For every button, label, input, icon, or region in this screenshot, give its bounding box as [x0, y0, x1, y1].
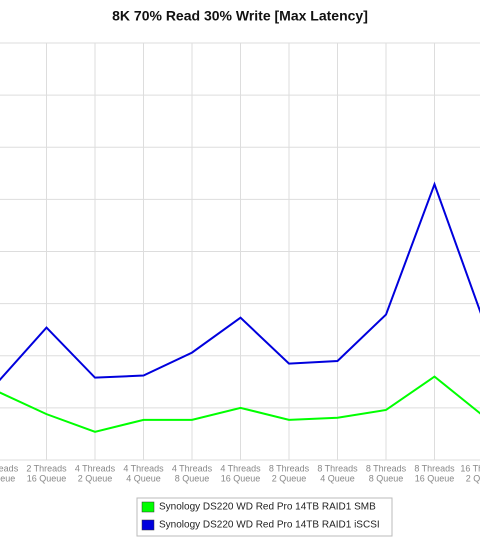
legend-swatch [141, 501, 155, 513]
x-tick-label: 8 Threads [269, 463, 310, 473]
x-tick-label: 4 Threads [220, 463, 261, 473]
x-tick-label: 2 Queue [466, 473, 480, 483]
legend-box [136, 497, 393, 537]
x-tick-label: 4 Threads [172, 463, 213, 473]
chart-title: 8K 70% Read 30% Write [Max Latency] [112, 8, 368, 24]
x-tick-label: 2 Queue [272, 473, 307, 483]
series-line [0, 181, 480, 382]
x-tick-label: 8 Queue [175, 473, 210, 483]
legend-swatch [141, 519, 155, 531]
x-tick-label: 4 Queue [320, 473, 355, 483]
x-tick-label: 8 Queue [369, 473, 404, 483]
x-tick-label: 4 Queue [126, 473, 161, 483]
x-tick-label: 16 Queue [27, 473, 67, 483]
x-tick-label: 2 Threads [0, 463, 19, 473]
legend-label: Synology DS220 WD Red Pro 14TB RAID1 SMB [159, 502, 376, 513]
x-tick-label: 8 Threads [366, 463, 407, 473]
x-tick-label: 8 Threads [414, 463, 455, 473]
legend-label: Synology DS220 WD Red Pro 14TB RAID1 iSC… [159, 520, 380, 531]
x-tick-label: 16 Queue [221, 473, 261, 483]
x-tick-label: 2 Threads [26, 463, 67, 473]
series-line [0, 375, 480, 433]
x-tick-label: 4 Threads [123, 463, 164, 473]
x-tick-label: 4 Threads [75, 463, 116, 473]
x-tick-label: 2 Queue [78, 473, 113, 483]
x-tick-label: 8 Threads [317, 463, 358, 473]
x-tick-label: 8 Queue [0, 473, 15, 483]
x-tick-label: 16 Queue [415, 473, 455, 483]
x-tick-label: 16 Threads [460, 463, 480, 473]
